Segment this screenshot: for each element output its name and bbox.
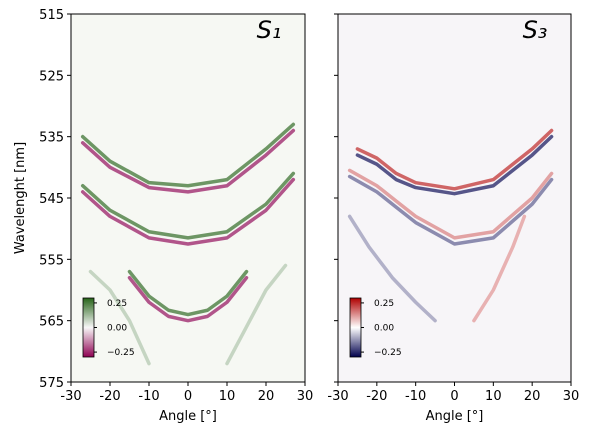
band-line <box>472 214 527 323</box>
x-tick-label: 20 <box>524 389 541 404</box>
band-line <box>355 128 554 191</box>
x-tick-label: -20 <box>99 389 120 404</box>
y-tick-label: 545 <box>39 192 64 207</box>
band <box>355 134 554 196</box>
colorbar-label: −0.25 <box>107 348 135 358</box>
band <box>88 269 151 366</box>
band-line <box>127 275 249 323</box>
colorbar-label: 0.25 <box>374 299 394 309</box>
x-tick-label: -30 <box>327 389 348 404</box>
band-line <box>80 128 296 194</box>
panel-title: S₃ <box>523 16 548 44</box>
band <box>347 174 554 246</box>
x-tick-label: 10 <box>219 389 236 404</box>
band-line <box>80 122 296 188</box>
band-line <box>225 263 288 366</box>
band-line <box>88 269 151 366</box>
y-axis-label: Wavelenght [nm] <box>13 142 28 254</box>
colorbar-label: 0.25 <box>107 299 127 309</box>
colorbar-label: 0.00 <box>107 324 127 334</box>
band <box>472 214 527 323</box>
x-tick-label: 30 <box>297 389 314 404</box>
x-tick-label: -20 <box>366 389 387 404</box>
x-tick-label: 0 <box>450 389 458 404</box>
x-tick-label: -10 <box>138 389 159 404</box>
panel-title: S₁ <box>257 16 282 44</box>
band-line <box>347 214 437 323</box>
x-tick-label: -30 <box>60 389 81 404</box>
x-tick-label: 10 <box>485 389 502 404</box>
band <box>80 177 296 246</box>
band-line <box>347 174 554 246</box>
colorbar <box>349 297 362 358</box>
x-axis-label: Angle [°] <box>159 409 217 424</box>
band-line <box>355 134 554 196</box>
band-line <box>347 168 554 240</box>
band <box>80 128 296 194</box>
band <box>355 128 554 191</box>
x-axis-label: Angle [°] <box>426 409 484 424</box>
band <box>347 168 554 240</box>
colorbar <box>82 297 95 358</box>
heatmap <box>80 122 296 366</box>
band <box>127 275 249 323</box>
x-tick-label: 30 <box>563 389 580 404</box>
y-tick-label: 535 <box>39 131 64 146</box>
x-tick-label: 20 <box>258 389 275 404</box>
band <box>80 122 296 188</box>
colorbar-label: −0.25 <box>374 348 402 358</box>
y-tick-label: 575 <box>39 376 64 391</box>
y-tick-label: 565 <box>39 315 64 330</box>
band <box>347 214 437 323</box>
x-tick-label: 0 <box>184 389 192 404</box>
band-line <box>80 171 296 240</box>
band <box>80 171 296 240</box>
band <box>225 263 288 366</box>
x-tick-label: -10 <box>405 389 426 404</box>
band <box>127 269 249 317</box>
heatmap <box>347 128 554 323</box>
band-line <box>127 269 249 317</box>
y-tick-label: 555 <box>39 253 64 268</box>
y-tick-label: 525 <box>39 69 64 84</box>
colorbar-label: 0.00 <box>374 324 394 334</box>
band-line <box>80 177 296 246</box>
y-tick-label: 515 <box>39 8 64 23</box>
